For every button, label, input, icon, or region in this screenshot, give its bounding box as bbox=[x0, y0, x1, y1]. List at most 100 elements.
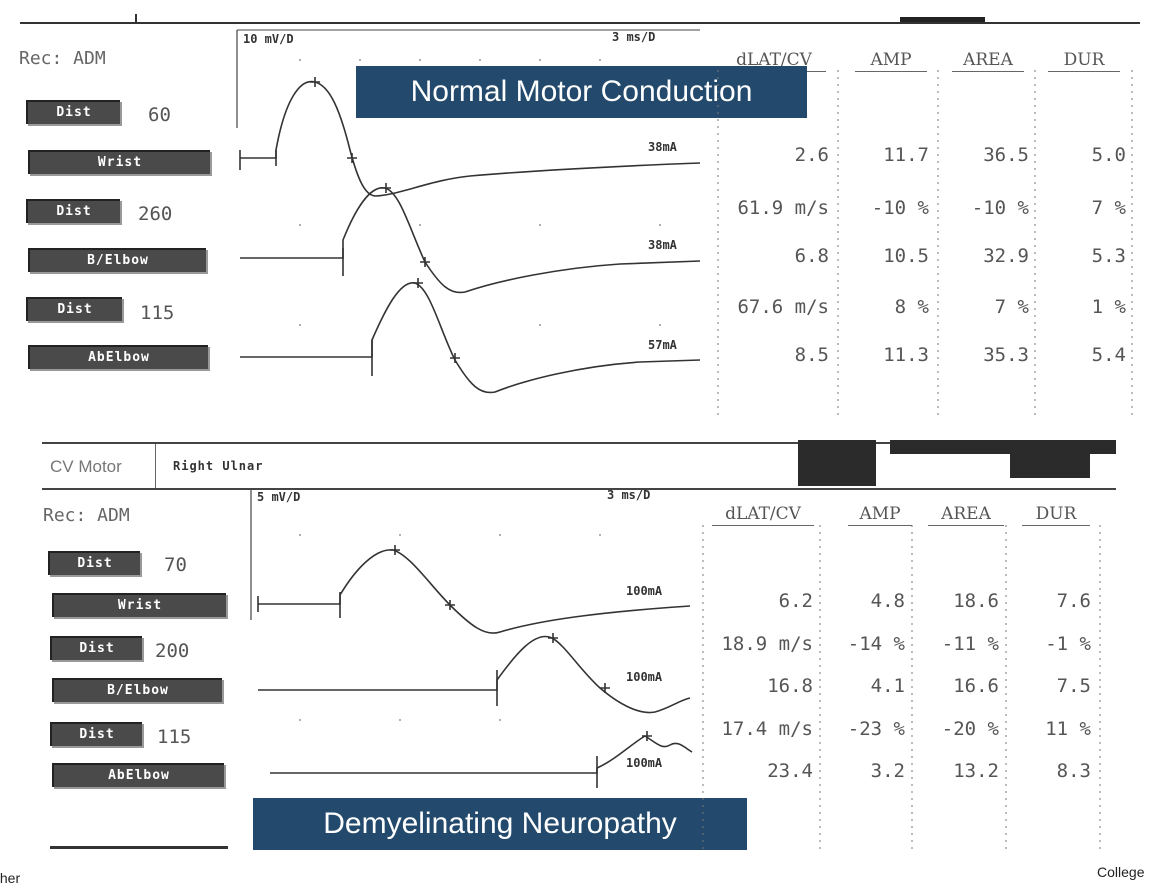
bottom-current-label-3: 100mA bbox=[626, 756, 663, 770]
bottom-belbow-button[interactable]: B/Elbow bbox=[52, 678, 222, 702]
top-dist-button-2[interactable]: Dist bbox=[26, 199, 120, 223]
top-grid-dot-5 bbox=[539, 59, 541, 61]
top-latency-marker-2 bbox=[381, 183, 391, 193]
bottom-dist-value-2: 200 bbox=[155, 640, 190, 662]
bottom-grid-dot-5 bbox=[299, 719, 301, 721]
cv-header-dark-tab bbox=[890, 440, 1116, 454]
bottom-cell-r3-area: 16.6 bbox=[953, 675, 999, 697]
top-cell-r5-area: 35.3 bbox=[983, 344, 1029, 366]
bottom-cell-r4-area: -20 % bbox=[941, 718, 999, 740]
top-cell-r5-dlat: 8.5 bbox=[794, 344, 829, 366]
bottom-wrist-button[interactable]: Wrist bbox=[52, 593, 226, 617]
bottom-abelbow-button[interactable]: AbElbow bbox=[52, 763, 224, 787]
bottom-cell-r3-dur: 7.5 bbox=[1056, 675, 1091, 697]
top-cell-r1-amp: 11.7 bbox=[883, 144, 929, 166]
top-cell-r2-dlat: 61.9 m/s bbox=[737, 197, 829, 219]
top-grid-dot-11 bbox=[299, 324, 301, 326]
top-header-amp: AMP bbox=[855, 50, 927, 72]
top-grid-dot-13 bbox=[659, 324, 661, 326]
bottom-cell-r2-area: -11 % bbox=[941, 633, 999, 655]
top-cell-r3-dlat: 6.8 bbox=[794, 245, 829, 267]
bottom-cell-r1-dur: 7.6 bbox=[1056, 590, 1091, 612]
top-cell-r2-area: -10 % bbox=[971, 197, 1029, 219]
bottom-time-scale: 3 ms/D bbox=[607, 488, 651, 502]
top-dist-value-3: 115 bbox=[140, 302, 175, 324]
top-dist-value-1: 60 bbox=[148, 104, 171, 126]
top-cell-r4-dur: 1 % bbox=[1091, 296, 1126, 318]
bottom-waveform-below-elbow bbox=[258, 635, 691, 714]
top-grid-dot-7 bbox=[299, 224, 301, 226]
cv-motor-label: CV Motor bbox=[50, 457, 122, 476]
top-time-scale: 3 ms/D bbox=[612, 30, 656, 44]
bottom-rec-label: Rec: ADM bbox=[43, 505, 130, 526]
top-abelbow-button[interactable]: AbElbow bbox=[28, 345, 208, 369]
top-grid-dot-6 bbox=[599, 59, 601, 61]
top-grid-dot-10 bbox=[659, 224, 661, 226]
bottom-amplitude-scale: 5 mV/D bbox=[257, 490, 301, 504]
top-waveform-wrist bbox=[240, 80, 701, 197]
bottom-cell-r4-amp: -23 % bbox=[847, 718, 905, 740]
bottom-latency-marker-1 bbox=[390, 545, 400, 555]
bottom-latency-marker-2 bbox=[548, 633, 558, 643]
top-header-area: AREA bbox=[952, 50, 1024, 72]
edge-text-right: College bbox=[1097, 864, 1145, 880]
top-grid-dot-2 bbox=[359, 59, 361, 61]
top-dist-button-1[interactable]: Dist bbox=[26, 100, 120, 124]
top-belbow-button[interactable]: B/Elbow bbox=[28, 248, 206, 272]
bottom-grid-dot-3 bbox=[499, 534, 501, 536]
bottom-cell-r2-dur: -1 % bbox=[1045, 633, 1091, 655]
bottom-cell-r5-amp: 3.2 bbox=[870, 760, 905, 782]
top-current-label-2: 38mA bbox=[648, 238, 677, 252]
top-dist-button-3[interactable]: Dist bbox=[26, 297, 122, 321]
bottom-dist-button-1[interactable]: Dist bbox=[48, 551, 140, 575]
top-cell-r1-dur: 5.0 bbox=[1091, 144, 1126, 166]
bottom-cell-r5-dlat: 23.4 bbox=[767, 760, 813, 782]
bottom-cell-r3-dlat: 16.8 bbox=[767, 675, 813, 697]
nerve-name: Right Ulnar bbox=[173, 459, 264, 473]
cv-header-dark-block bbox=[798, 440, 876, 486]
top-cell-r2-dur: 7 % bbox=[1091, 197, 1126, 219]
cv-header-top-line bbox=[42, 442, 1116, 444]
top-grid-dot-4 bbox=[479, 59, 481, 61]
bottom-latency-marker-3 bbox=[642, 731, 652, 741]
bottom-dist-value-3: 115 bbox=[157, 726, 192, 748]
top-cell-r4-dlat: 67.6 m/s bbox=[737, 296, 829, 318]
top-grid-dot-1 bbox=[299, 59, 301, 61]
cv-header-divider bbox=[155, 444, 156, 488]
bottom-footer-line bbox=[50, 846, 228, 849]
bottom-grid-dot-2 bbox=[399, 534, 401, 536]
top-cell-r1-dlat: 2.6 bbox=[794, 144, 829, 166]
bottom-cell-r5-area: 13.2 bbox=[953, 760, 999, 782]
top-waveform-below-elbow bbox=[240, 187, 701, 294]
top-grid-dot-12 bbox=[539, 324, 541, 326]
bottom-grid-dot-1 bbox=[299, 534, 301, 536]
top-dist-value-2: 260 bbox=[138, 203, 173, 225]
top-latency-marker-3b bbox=[450, 353, 460, 363]
top-current-label-1: 38mA bbox=[648, 140, 677, 154]
bottom-header-amp: AMP bbox=[848, 504, 912, 526]
top-cell-r3-amp: 10.5 bbox=[883, 245, 929, 267]
top-cell-r4-amp: 8 % bbox=[894, 296, 929, 318]
bottom-current-label-1: 100mA bbox=[626, 584, 663, 598]
bottom-cell-r4-dur: 11 % bbox=[1045, 718, 1091, 740]
top-grid-dot-8 bbox=[419, 224, 421, 226]
bottom-title-banner: Demyelinating Neuropathy bbox=[253, 798, 747, 850]
bottom-cell-r2-dlat: 18.9 m/s bbox=[721, 633, 813, 655]
top-cell-r1-area: 36.5 bbox=[983, 144, 1029, 166]
top-header-dur: DUR bbox=[1048, 50, 1120, 72]
bottom-cell-r5-dur: 8.3 bbox=[1056, 760, 1091, 782]
top-latency-marker-2b bbox=[420, 257, 430, 267]
top-cell-r4-area: 7 % bbox=[994, 296, 1029, 318]
edge-text-left: ther bbox=[0, 870, 21, 886]
bottom-dist-button-2[interactable]: Dist bbox=[50, 636, 142, 660]
top-cell-r5-dur: 5.4 bbox=[1091, 344, 1126, 366]
top-current-label-3: 57mA bbox=[648, 338, 677, 352]
top-latency-marker-1 bbox=[310, 77, 320, 87]
top-latency-marker-1b bbox=[347, 153, 357, 163]
bottom-waveform-wrist bbox=[258, 549, 691, 634]
top-title-banner: Normal Motor Conduction bbox=[356, 66, 807, 118]
bottom-cell-r2-amp: -14 % bbox=[847, 633, 905, 655]
bottom-dist-button-3[interactable]: Dist bbox=[50, 722, 142, 746]
top-wrist-button[interactable]: Wrist bbox=[28, 150, 210, 174]
